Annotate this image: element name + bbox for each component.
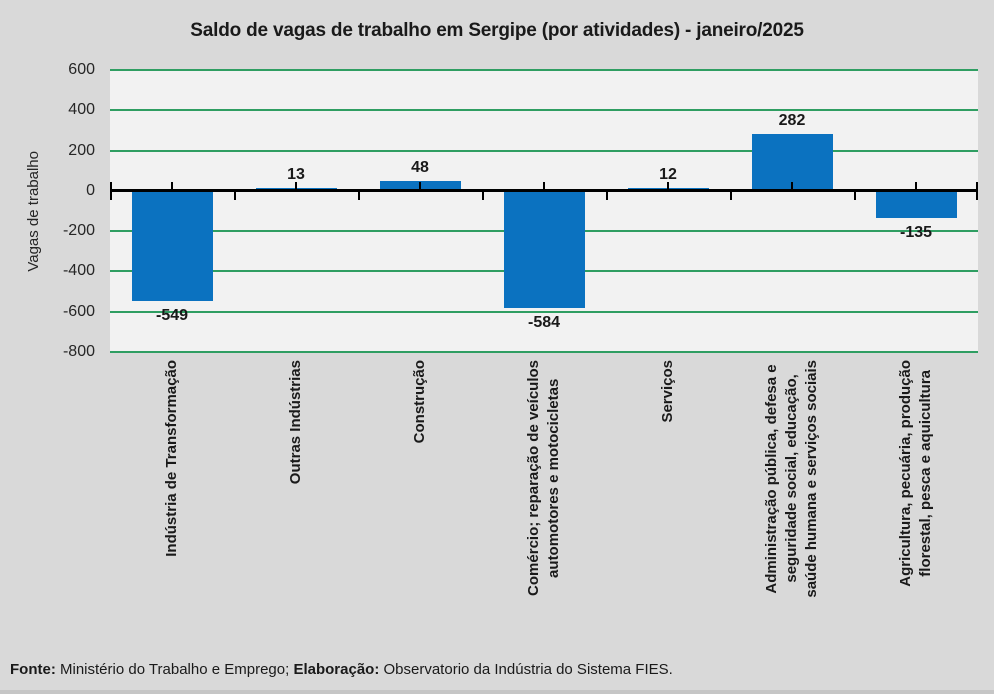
axis-boundary-tick	[358, 190, 360, 200]
axis-boundary-tick	[482, 190, 484, 200]
axis-boundary-tick	[854, 190, 856, 200]
category-label-wrap: Agricultura, pecuária, produção floresta…	[854, 360, 978, 587]
axis-center-tick	[791, 181, 793, 191]
category-label-4: Comércio; reparação de veículos automoto…	[525, 360, 562, 596]
y-tick-label--400: -400	[62, 262, 95, 280]
x-axis-line	[110, 189, 978, 193]
gridline-200	[110, 149, 978, 152]
axis-center-tick	[667, 181, 669, 191]
source-footer: Fonte: Ministério do Trabalho e Emprego;…	[10, 661, 990, 678]
category-label-7: Agricultura, pecuária, produção floresta…	[897, 360, 934, 587]
bar-6	[751, 134, 833, 191]
bar-1	[131, 190, 213, 302]
category-label-wrap: Administração pública, defesa e segurida…	[730, 360, 854, 598]
axis-center-tick	[543, 181, 545, 191]
bottom-edge	[0, 690, 994, 694]
y-axis-title: Vagas de trabalho	[24, 150, 42, 272]
value-label-1: -549	[155, 307, 189, 325]
bar-4	[503, 190, 585, 309]
chart-title: Saldo de vagas de trabalho em Sergipe (p…	[190, 20, 804, 41]
elaboracao-text: Observatorio da Indústria do Sistema FIE…	[379, 661, 673, 678]
elaboracao-label: Elaboração:	[293, 661, 380, 678]
value-label-7: -135	[899, 224, 933, 242]
axis-center-tick	[419, 181, 421, 191]
axis-boundary-tick	[110, 181, 112, 200]
y-tick-label-0: 0	[86, 181, 95, 199]
bar-7	[875, 190, 957, 219]
gridline-400	[110, 109, 978, 112]
category-label-wrap: Construção	[358, 360, 482, 443]
axis-boundary-tick	[976, 181, 978, 200]
axis-boundary-tick	[606, 190, 608, 200]
value-label-3: 48	[411, 159, 429, 177]
y-tick-label-600: 600	[68, 61, 95, 78]
axis-boundary-tick	[730, 190, 732, 200]
axis-center-tick	[171, 181, 173, 191]
y-tick-label-400: 400	[68, 101, 95, 119]
value-label-6: 282	[778, 112, 806, 130]
category-label-6: Administração pública, defesa e segurida…	[763, 360, 820, 598]
category-label-wrap: Comércio; reparação de veículos automoto…	[482, 360, 606, 596]
category-label-wrap: Indústria de Transformação	[110, 360, 234, 557]
gridline-600	[110, 69, 978, 71]
category-label-2: Outras Indústrias	[287, 360, 304, 485]
category-label-1: Indústria de Transformação	[163, 360, 180, 557]
axis-center-tick	[915, 181, 917, 191]
category-label-5: Serviços	[659, 360, 676, 423]
fonte-text: Ministério do Trabalho e Emprego;	[55, 661, 294, 678]
value-label-4: -584	[527, 314, 561, 332]
axis-center-tick	[295, 181, 297, 191]
gridline--800	[110, 351, 978, 353]
category-label-wrap: Outras Indústrias	[234, 360, 358, 484]
value-label-5: 12	[659, 166, 677, 184]
category-label-3: Construção	[411, 360, 428, 444]
plot-area: -549 13 48 -584 12 282 -135	[110, 69, 978, 353]
y-tick-label--800: -800	[62, 343, 95, 360]
fonte-label: Fonte:	[10, 661, 56, 678]
y-tick-label--200: -200	[62, 222, 95, 240]
y-tick-label-200: 200	[68, 141, 95, 159]
y-tick-label--600: -600	[62, 302, 95, 320]
value-label-2: 13	[287, 166, 305, 184]
category-label-wrap: Serviços	[606, 360, 730, 423]
axis-boundary-tick	[234, 190, 236, 200]
gridline--600	[110, 310, 978, 313]
